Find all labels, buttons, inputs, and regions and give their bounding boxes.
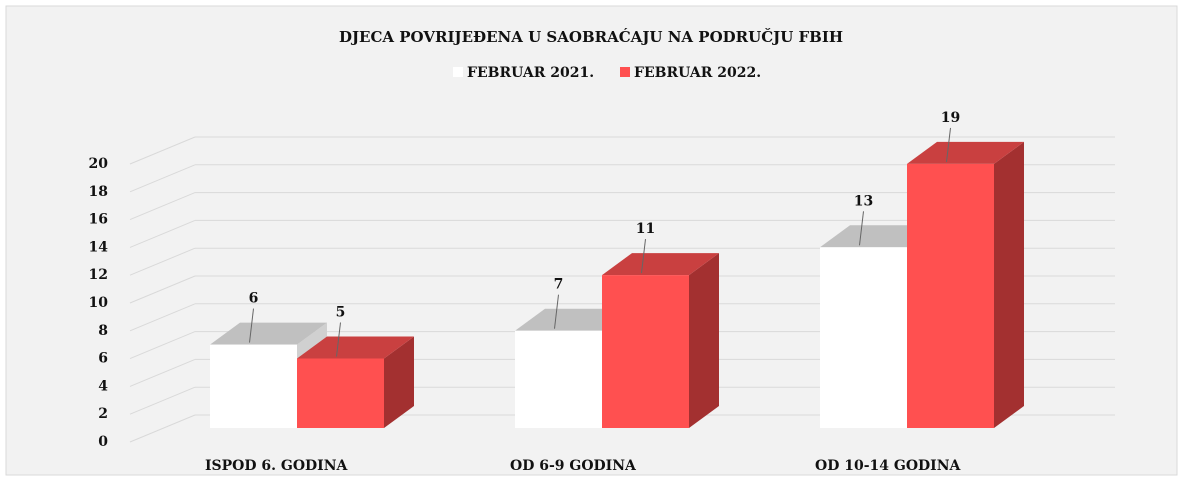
- grid-line: [129, 164, 196, 193]
- y-tick-label: 12: [89, 267, 108, 283]
- bar-side: [994, 141, 1024, 428]
- x-tick-label: OD 10-14 GODINA: [815, 458, 961, 474]
- data-label: 13: [854, 193, 873, 209]
- y-tick-label: 0: [98, 434, 108, 450]
- y-tick-label: 20: [89, 156, 109, 172]
- grid-line: [129, 303, 196, 332]
- grid-line: [129, 192, 196, 221]
- bar: [602, 275, 689, 428]
- grid-line: [129, 414, 196, 443]
- bar: [907, 163, 994, 428]
- data-label: 19: [941, 110, 960, 126]
- y-tick-label: 8: [98, 323, 108, 339]
- bar: [297, 358, 384, 428]
- bar: [820, 247, 907, 428]
- leader-line: [946, 127, 951, 162]
- data-label: 6: [249, 291, 259, 307]
- data-label: 5: [336, 305, 346, 321]
- leader-line: [641, 239, 646, 274]
- leader-line: [859, 211, 864, 246]
- chart-title: DJECA POVRIJEĐENA U SAOBRAĆAJU NA PODRUČ…: [339, 28, 843, 46]
- legend-label: FEBRUAR 2021.: [467, 65, 594, 81]
- x-tick-label: OD 6-9 GODINA: [510, 458, 637, 474]
- bar-top: [297, 336, 414, 359]
- bar-side: [384, 336, 414, 428]
- y-tick-label: 16: [89, 212, 108, 228]
- bar-top: [602, 253, 719, 276]
- grid-line: [129, 136, 196, 165]
- y-tick-label: 4: [98, 378, 108, 394]
- y-tick-label: 14: [89, 239, 109, 255]
- y-tick-label: 2: [98, 406, 108, 422]
- y-tick-label: 10: [89, 295, 109, 311]
- legend-swatch: [453, 67, 463, 77]
- y-tick-label: 6: [98, 351, 108, 367]
- grid-line: [129, 358, 196, 387]
- bar: [210, 344, 297, 428]
- legend-swatch: [620, 67, 630, 77]
- legend-label: FEBRUAR 2022.: [634, 65, 761, 81]
- bar-top: [907, 141, 1024, 164]
- bar-side: [689, 253, 719, 428]
- leader-line: [554, 294, 559, 329]
- data-label: 7: [554, 277, 564, 293]
- bar-top: [210, 322, 327, 345]
- grid-line: [129, 247, 196, 276]
- grid-line: [129, 331, 196, 360]
- leader-line: [249, 308, 254, 343]
- bar: [515, 330, 602, 428]
- leader-line: [336, 322, 341, 357]
- data-label: 11: [636, 221, 655, 237]
- grid-line: [129, 386, 196, 415]
- x-tick-label: ISPOD 6. GODINA: [205, 458, 349, 474]
- y-tick-label: 18: [89, 184, 108, 200]
- grid-line: [129, 275, 196, 304]
- grid-line: [129, 219, 196, 248]
